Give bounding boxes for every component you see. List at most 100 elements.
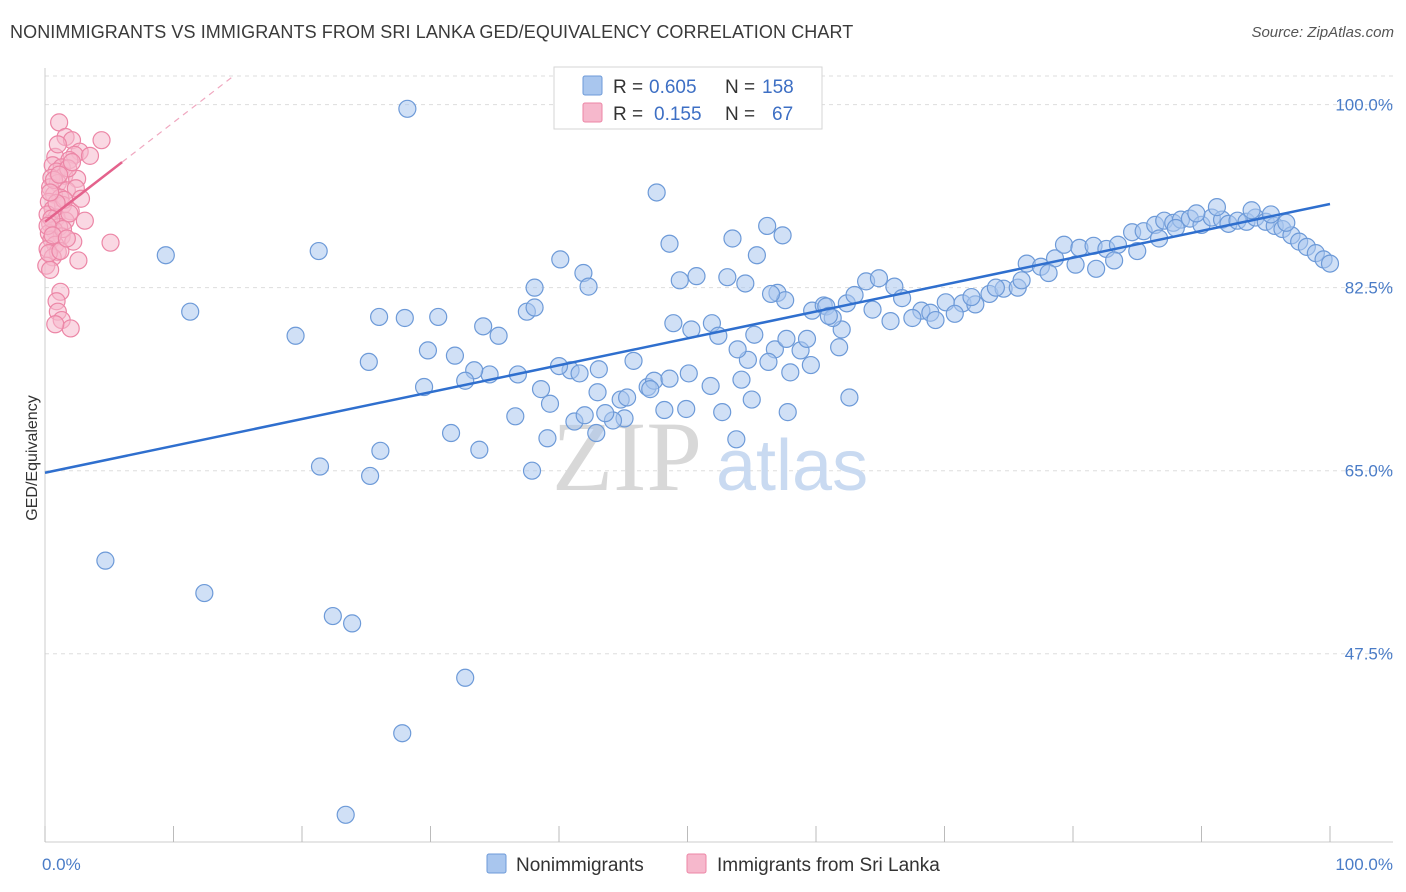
nonimmigrants-point-121 [1105,251,1124,270]
sri-lanka-point-53 [60,204,79,223]
nonimmigrants-point-161 [618,388,637,407]
legend-n-value-1: 158 [762,77,794,98]
y-tick-label-2: 65.0% [1345,462,1393,481]
nonimmigrants-point-167 [840,388,859,407]
nonimmigrants-point-132 [863,300,882,319]
nonimmigrants-point-137 [701,376,720,396]
nonimmigrants-point-13 [370,307,389,327]
chart-title: NONIMMIGRANTS VS IMMIGRANTS FROM SRI LAN… [10,22,854,42]
nonimmigrants-point-9 [336,805,355,824]
nonimmigrants-point-3 [96,551,115,570]
y-tick-label-1: 82.5% [1345,279,1393,298]
sri-lanka-point-66 [50,165,69,184]
trend-line-sri-lanka [44,161,123,223]
sri-lanka-point-60 [80,146,100,165]
nonimmigrants-point-67 [540,394,560,413]
nonimmigrants-point-68 [531,380,551,399]
nonimmigrants-point-20 [525,278,544,297]
nonimmigrants-point-153 [647,183,666,202]
sri-lanka-point-46 [61,319,80,338]
nonimmigrants-point-141 [489,326,508,345]
nonimmigrants-point-159 [819,306,838,325]
source-label: Source: ZipAtlas.com [1251,24,1394,41]
grid-lines [45,75,1393,655]
nonimmigrants-point-33 [670,271,689,290]
bottom-legend-label-nonimmigrants: Nonimmigrants [516,855,644,876]
trend-line-nonimmigrants [44,202,1331,475]
legend-r-label-2: R = [613,104,643,125]
legend-r-value-2: 0.155 [654,104,702,125]
nonimmigrants-point-164 [677,399,696,419]
nonimmigrants-point-38 [718,268,737,287]
nonimmigrants-point-143 [445,346,465,365]
legend-n-label-2: N = [725,104,755,125]
nonimmigrants-point-157 [801,355,820,375]
nonimmigrants-point-148 [522,461,542,480]
nonimmigrants-point-144 [414,377,434,397]
nonimmigrants-point-127 [962,287,981,307]
nonimmigrants-point-1 [181,302,200,321]
nonimmigrants-point-66 [575,406,594,425]
y-tick-labels: 100.0% 82.5% 65.0% 47.5% [1335,96,1393,664]
nonimmigrants-point-46 [745,325,764,344]
nonimmigrants-point-56 [777,329,796,348]
nonimmigrants-point-12 [310,457,330,476]
nonimmigrants-point-60 [679,364,698,383]
nonimmigrants-point-19 [506,407,525,426]
nonimmigrants-point-135 [759,352,778,372]
nonimmigrants-point-61 [660,369,679,388]
nonimmigrants-point-34 [687,267,706,286]
nonimmigrants-point-2 [156,246,175,265]
nonimmigrants-point-8 [393,724,412,743]
bottom-legend-swatch-nonimmigrants [486,853,507,874]
nonimmigrants-point-136 [732,370,751,389]
sri-lanka-point-47 [46,315,65,334]
nonimmigrants-point-85 [1054,235,1074,254]
sri-lanka-point-40 [41,260,60,279]
nonimmigrants-point-10 [309,241,328,261]
nonimmigrants-point-65 [596,404,615,423]
nonimmigrants-point-147 [470,440,489,459]
nonimmigrants-point-16 [429,307,448,327]
nonimmigrants-point-160 [778,403,797,422]
nonimmigrants-point-129 [926,310,945,330]
nonimmigrants-point-149 [538,429,557,448]
nonimmigrants-point-122 [1087,259,1106,278]
nonimmigrants-point-163 [655,400,674,420]
nonimmigrants-point-126 [986,278,1006,297]
x-ticks [44,826,1331,842]
nonimmigrants-point-11 [286,326,305,345]
sri-lanka-point-56 [62,153,82,172]
sri-lanka-point-63 [57,229,76,248]
trend-lines [44,77,1331,475]
nonimmigrants-point-40 [773,226,792,245]
stats-legend: R = 0.605 N = 158 R = 0.155 N = 67 [553,66,823,130]
nonimmigrants-point-117 [1187,204,1206,223]
nonimmigrants-point-7 [456,668,475,687]
nonimmigrants-point-42 [736,274,755,293]
nonimmigrants-point-120 [1128,241,1147,261]
nonimmigrants-point-112 [1320,254,1340,273]
nonimmigrants-point-125 [1012,271,1031,290]
x-tick-label-min: 0.0% [42,855,81,874]
nonimmigrants-point-41 [747,246,766,265]
nonimmigrants-point-131 [881,312,900,331]
nonimmigrants-point-6 [343,614,362,633]
nonimmigrants-point-151 [361,466,380,486]
nonimmigrants-point-146 [441,423,461,443]
legend-r-value-1: 0.605 [649,77,697,98]
nonimmigrants-point-35 [660,234,679,253]
sri-lanka-point-29 [75,211,94,230]
sri-lanka-point-65 [71,189,91,208]
legend-swatch-nonimmigrants [582,75,603,96]
nonimmigrants-point-17 [474,317,493,336]
sri-lanka-point-64 [41,183,60,202]
nonimmigrants-point-165 [713,403,732,422]
nonimmigrants-point-134 [797,329,817,348]
nonimmigrants-point-156 [579,277,598,296]
nonimmigrants-point-54 [781,363,800,382]
nonimmigrants-point-138 [588,383,607,402]
sri-lanka-point-41 [101,233,120,252]
bottom-legend-swatch-sri-lanka [686,853,707,874]
nonimmigrants-point-158 [830,338,849,357]
